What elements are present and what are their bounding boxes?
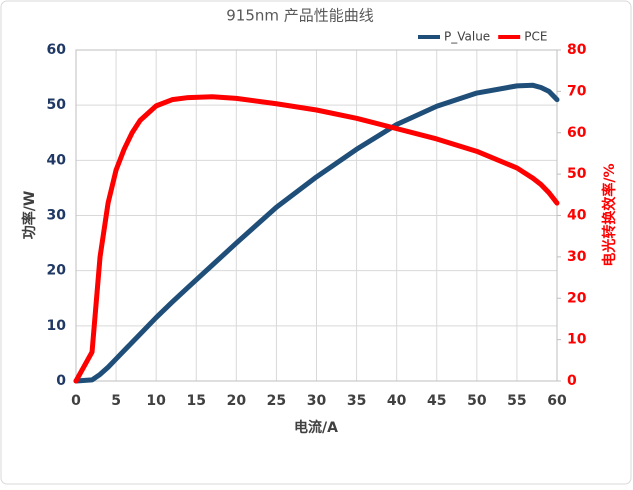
- y2-tick-label: 50: [567, 166, 587, 182]
- x-tick-label: 45: [427, 393, 446, 409]
- y2-tick-label: 30: [567, 249, 587, 265]
- x-tick-label: 50: [467, 393, 487, 409]
- y2-tick-label: 80: [567, 42, 587, 58]
- plot-border: [75, 49, 558, 382]
- x-tick-label: 25: [267, 393, 286, 409]
- data-line: [73, 94, 560, 384]
- y-axis-label: 功率/W: [21, 191, 38, 240]
- legend-label: P_Value: [444, 30, 490, 44]
- legend-label: PCE: [524, 30, 547, 44]
- y2-tick-label: 60: [567, 125, 587, 141]
- y-tick-label: 0: [56, 373, 66, 389]
- y2-axis-label: 电光转换效率/%: [601, 163, 618, 266]
- x-tick-label: 15: [187, 393, 206, 409]
- x-axis-label: 电流/A: [294, 419, 338, 436]
- y2-tick-label: 40: [567, 208, 587, 224]
- y-tick-label: 10: [47, 318, 67, 334]
- x-tick-label: 55: [507, 393, 526, 409]
- y2-tick-label: 10: [567, 332, 587, 348]
- y-tick-label: 30: [47, 208, 67, 224]
- y2-tick-label: 20: [567, 290, 587, 306]
- chart-title: 915nm 产品性能曲线: [226, 7, 374, 25]
- y2-tick-label: 70: [567, 83, 587, 99]
- x-tick-label: 5: [111, 393, 121, 409]
- y-tick-label: 60: [47, 42, 67, 58]
- x-tick-label: 40: [387, 393, 407, 409]
- x-tick-label: 20: [227, 393, 247, 409]
- x-tick-label: 60: [547, 393, 567, 409]
- y-tick-label: 50: [47, 97, 67, 113]
- y-tick-label: 20: [47, 263, 67, 279]
- x-tick-label: 0: [71, 393, 81, 409]
- y-tick-label: 40: [47, 152, 67, 168]
- x-tick-label: 10: [146, 393, 166, 409]
- x-tick-label: 35: [347, 393, 366, 409]
- y2-tick-label: 0: [567, 373, 577, 389]
- data-line: [73, 82, 560, 384]
- x-tick-label: 30: [307, 393, 327, 409]
